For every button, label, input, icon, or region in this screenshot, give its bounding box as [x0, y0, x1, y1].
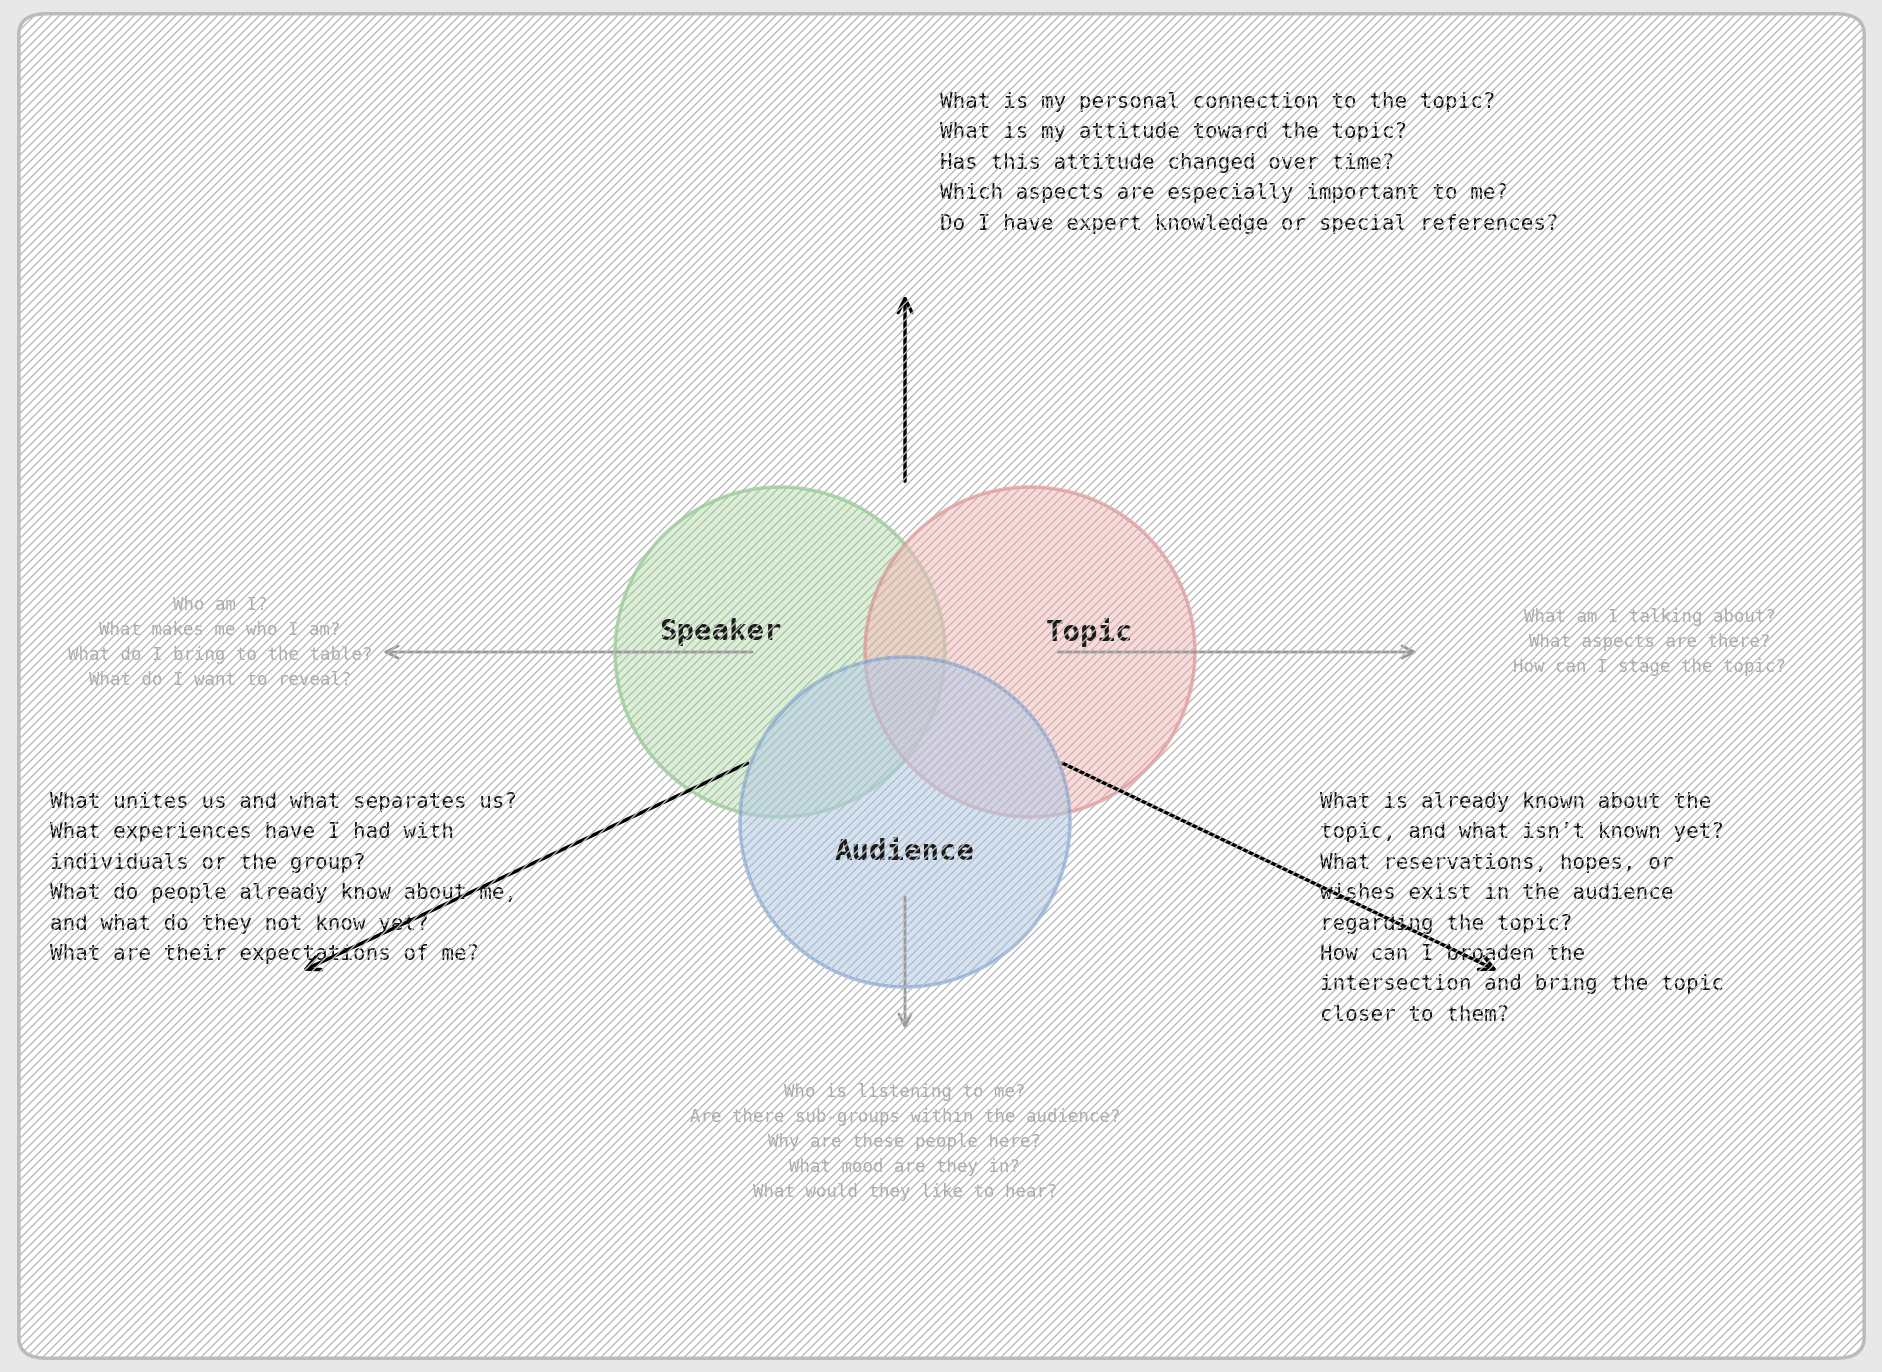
Text: What unites us and what separates us?
What experiences have I had with
individua: What unites us and what separates us? Wh… — [51, 792, 518, 965]
Text: Who am I?
What makes me who I am?
What do I bring to the table?
What do I want t: Who am I? What makes me who I am? What d… — [68, 595, 373, 689]
Circle shape — [740, 657, 1069, 986]
Text: Speaker: Speaker — [659, 617, 781, 646]
Circle shape — [615, 487, 945, 816]
Text: Topic: Topic — [1046, 617, 1133, 646]
Text: Who is listening to me?
Are there sub-groups within the audience?
Why are these : Who is listening to me? Are there sub-gr… — [689, 1083, 1120, 1200]
Circle shape — [864, 487, 1195, 816]
Text: Audience: Audience — [834, 838, 975, 866]
Text: What am I talking about?
What aspects are there?
How can I stage the topic?: What am I talking about? What aspects ar… — [1513, 608, 1786, 676]
Text: What is my personal connection to the topic?
What is my attitude toward the topi: What is my personal connection to the to… — [939, 92, 1558, 233]
Text: What is already known about the
topic, and what isn’t known yet?
What reservatio: What is already known about the topic, a… — [1319, 792, 1724, 1025]
